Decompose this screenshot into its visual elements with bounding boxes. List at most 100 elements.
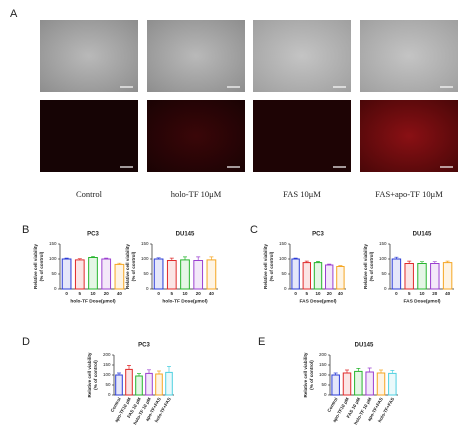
error-bar	[117, 372, 121, 375]
error-bar	[432, 261, 437, 264]
panel-label: B	[22, 224, 29, 236]
chart-title: DU145	[176, 232, 195, 238]
error-bar	[445, 260, 450, 263]
x-axis-label: FAS Dose(μmol)	[403, 298, 440, 304]
x-tick-label: 0	[65, 291, 68, 296]
panel-label: E	[258, 336, 265, 348]
bar	[165, 371, 173, 396]
bar	[313, 262, 323, 290]
panel-label: A	[10, 8, 18, 20]
bar	[135, 375, 143, 396]
y-tick-label: 50	[51, 271, 57, 276]
error-bar	[338, 265, 343, 267]
error-bar	[137, 373, 141, 376]
error-bar	[91, 255, 95, 258]
error-bar	[104, 257, 109, 259]
chart-title: DU145	[413, 232, 432, 238]
error-bar	[156, 257, 161, 259]
bar	[391, 258, 402, 290]
bar	[354, 370, 363, 396]
bar	[404, 263, 414, 290]
x-tick-label: 10	[419, 291, 425, 296]
micrograph	[360, 100, 458, 172]
bar	[193, 260, 204, 290]
x-tick-label: 10	[90, 291, 96, 296]
error-bar	[327, 263, 332, 265]
y-tick-label: 150	[379, 241, 387, 246]
error-bar	[147, 369, 151, 374]
x-tick-label: 20	[104, 291, 110, 296]
error-bar	[183, 256, 187, 260]
chart-title: PC3	[312, 232, 324, 238]
bar	[145, 372, 153, 396]
x-tick-label: 5	[171, 291, 174, 296]
micrographs	[40, 20, 458, 172]
x-tick-label: 0	[395, 291, 398, 296]
error-bar	[293, 257, 298, 259]
x-tick-label: 5	[306, 291, 309, 296]
bar	[166, 260, 177, 290]
x-tick-label: 5	[79, 291, 82, 296]
micrograph	[40, 100, 138, 172]
y-axis-label: Relative cell viability	[33, 244, 38, 289]
y-tick-label: 50	[321, 382, 327, 387]
bar	[291, 258, 300, 290]
error-bar	[316, 261, 320, 263]
scale-bars	[120, 86, 453, 168]
y-tick-label: 100	[379, 256, 387, 261]
bar	[114, 263, 125, 290]
micrograph	[147, 20, 245, 92]
y-tick-label: 150	[279, 241, 287, 246]
image-label: Control	[76, 189, 103, 199]
bar	[365, 371, 374, 396]
x-axis-label: FAS Dose(μmol)	[299, 298, 336, 304]
y-tick-label: 0	[384, 286, 387, 291]
x-tick-label: 40	[117, 291, 123, 296]
bar	[388, 372, 397, 396]
error-bar	[196, 256, 201, 261]
error-bar	[127, 365, 131, 370]
x-tick-label: 20	[432, 291, 438, 296]
bar	[417, 263, 427, 290]
y-axis-label: (% of control)	[39, 251, 44, 281]
y-axis-label: (% of control)	[369, 251, 374, 281]
error-bar	[167, 366, 171, 373]
y-axis-label: Relative cell viability	[125, 244, 130, 289]
bar	[302, 262, 311, 290]
x-tick-label: 10	[315, 291, 321, 296]
bar	[88, 257, 98, 290]
bar	[74, 259, 85, 290]
bar	[331, 374, 340, 396]
y-axis-label: (% of control)	[131, 251, 136, 281]
bar	[442, 262, 453, 290]
error-bar	[356, 368, 361, 372]
error-bar	[394, 256, 399, 259]
bar	[115, 374, 123, 396]
chart-title: PC3	[138, 343, 150, 349]
x-tick-label: 40	[209, 291, 215, 296]
error-bar	[209, 256, 214, 260]
bar	[153, 258, 164, 290]
micrograph	[360, 20, 458, 92]
y-axis-label: (% of control)	[269, 251, 274, 281]
panel-label: D	[22, 336, 30, 348]
bar	[101, 258, 112, 290]
y-axis-label: Relative cell viability	[363, 244, 368, 289]
bar	[61, 258, 72, 290]
error-bar	[169, 257, 174, 261]
x-tick-label: 5	[408, 291, 411, 296]
x-tick-label: 40	[338, 291, 344, 296]
y-tick-label: 0	[108, 392, 111, 397]
y-tick-label: 100	[103, 372, 111, 377]
x-axis-label: holo-TF Dose(μmol)	[162, 298, 208, 304]
error-bar	[420, 261, 424, 264]
y-tick-label: 0	[324, 392, 327, 397]
image-label: holo-TF 10μM	[171, 189, 222, 199]
y-tick-label: 150	[319, 362, 327, 367]
image-label: FAS+apo-TF 10μM	[375, 189, 443, 199]
y-tick-label: 50	[381, 271, 387, 276]
error-bar	[77, 258, 82, 260]
bar	[325, 264, 334, 290]
y-tick-label: 50	[281, 271, 287, 276]
